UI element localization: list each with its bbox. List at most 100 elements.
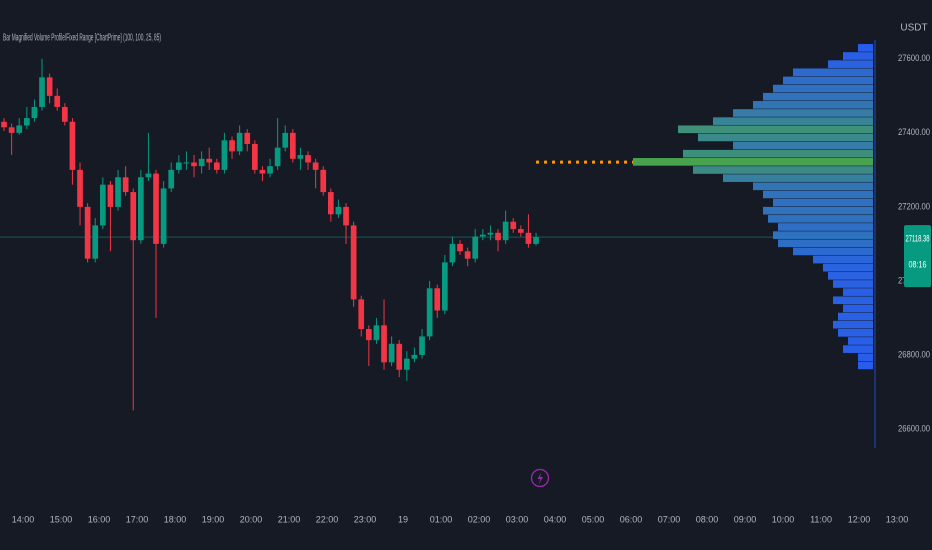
candle-body [289, 132, 296, 159]
candle-body [183, 162, 190, 164]
candles [1, 58, 539, 411]
candle-body [403, 358, 410, 370]
profile-bar [833, 320, 873, 329]
profile-bar [768, 215, 873, 223]
candle-body [282, 132, 289, 148]
profile-bar [848, 337, 873, 345]
profile-bar [813, 255, 873, 264]
candle-body [396, 343, 403, 370]
x-tick-label: 08:00 [696, 514, 719, 524]
candle-body [457, 243, 463, 252]
candle-body [153, 173, 159, 244]
profile-bar [633, 158, 873, 166]
candle-body [69, 121, 76, 170]
profile-bar [823, 263, 873, 272]
candle-body [274, 147, 281, 167]
y-tick-label: 27200.00 [898, 201, 930, 211]
profile-bar [778, 223, 873, 231]
x-tick-label: 09:00 [734, 514, 757, 524]
candle-body [320, 169, 327, 193]
price-tag-value: 27118.38 [906, 233, 930, 243]
candle-body [426, 288, 433, 337]
profile-bar [783, 76, 873, 85]
profile-bar [833, 280, 873, 288]
chart-title: Bar Magnified Volume Profile/Fixed Range… [3, 33, 161, 44]
x-tick-label: 21:00 [278, 514, 301, 524]
candle-body [23, 118, 30, 126]
candle-body [487, 232, 494, 235]
x-tick-label: 20:00 [240, 514, 263, 524]
profile-bar [828, 272, 873, 280]
candle-body [327, 192, 334, 215]
candle-body [419, 336, 425, 355]
x-tick-label: 19:00 [202, 514, 225, 524]
candle-body [502, 221, 509, 241]
profile-bar [763, 190, 873, 199]
candle-body [411, 354, 418, 359]
profile-bar [773, 84, 873, 93]
candle-body [145, 173, 152, 178]
profile-bar [678, 125, 873, 134]
x-tick-label: 07:00 [658, 514, 681, 524]
x-tick-label: 23:00 [354, 514, 377, 524]
candle-body [434, 288, 441, 311]
profile-bar [833, 296, 873, 305]
candle-body [221, 140, 228, 170]
x-tick-label: 12:00 [848, 514, 871, 524]
x-tick-label: 11:00 [810, 514, 832, 524]
candle-body [1, 121, 7, 128]
candle-body [305, 155, 311, 163]
candle-body [191, 162, 197, 167]
event-icon[interactable] [530, 468, 550, 488]
candle-body [267, 166, 273, 174]
price-tag [904, 225, 931, 288]
icon-circle [530, 468, 550, 488]
profile-bar [838, 329, 873, 337]
profile-bar [773, 198, 873, 207]
x-tick-label: 22:00 [316, 514, 339, 524]
x-tick-label: 14:00 [12, 514, 35, 524]
candle-body [198, 158, 205, 167]
x-tick-label: 04:00 [544, 514, 567, 524]
x-tick-label: 13:00 [886, 514, 909, 524]
candle-body [441, 262, 448, 311]
profile-bar [693, 166, 873, 174]
candle-body [449, 243, 456, 263]
candle-body [358, 299, 365, 330]
volume-profile [536, 44, 873, 370]
x-tick-label: 18:00 [164, 514, 187, 524]
x-tick-label: 01:00 [430, 514, 453, 524]
profile-bar [793, 247, 873, 256]
x-tick-label: 17:00 [126, 514, 149, 524]
unit-label: USDT [900, 23, 927, 34]
profile-bar [843, 288, 873, 296]
candle-body [343, 206, 349, 226]
candle-body [381, 325, 387, 363]
profile-bar [793, 68, 873, 77]
profile-bar [753, 182, 873, 191]
y-tick-label: 27600.00 [898, 53, 930, 63]
candle-body [472, 236, 479, 259]
axes: 26600.0026800.0027000.0027200.0027400.00… [12, 40, 931, 524]
profile-bar [763, 206, 873, 215]
candle-body [206, 158, 213, 163]
candle-body [115, 177, 121, 207]
x-tick-label: 15:00 [50, 514, 73, 524]
profile-bar [858, 361, 873, 370]
candle-body [137, 177, 144, 241]
y-tick-label: 26600.00 [898, 423, 930, 433]
candle-body [84, 206, 91, 259]
profile-bar [773, 231, 873, 239]
candle-body [122, 177, 129, 193]
candle-body [479, 234, 486, 237]
candle-body [495, 232, 501, 241]
profile-bar [858, 44, 873, 52]
profile-bar [858, 353, 873, 362]
profile-bar [843, 345, 873, 353]
x-tick-label: 02:00 [468, 514, 491, 524]
profile-bar [763, 92, 873, 101]
candle-body [350, 225, 357, 300]
profile-bar [778, 239, 873, 248]
profile-bar [843, 52, 873, 60]
